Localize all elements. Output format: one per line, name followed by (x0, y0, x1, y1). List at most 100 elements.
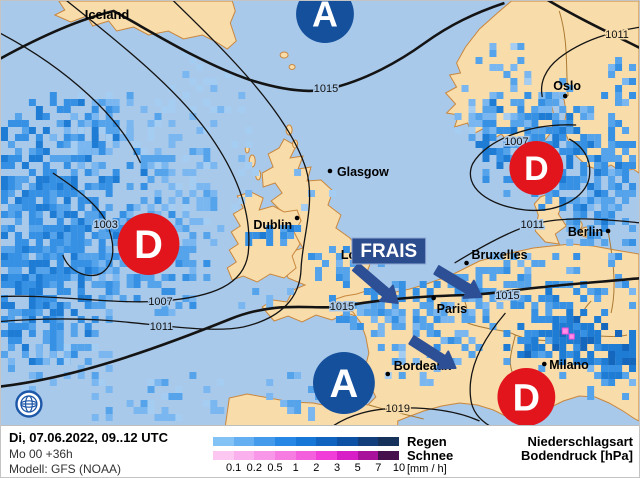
precip-cell (105, 309, 113, 316)
precip-cell (168, 393, 176, 400)
precip-cell (35, 239, 43, 246)
precip-cell (7, 344, 15, 351)
precip-cell (622, 281, 630, 288)
precip-cell (98, 225, 106, 232)
precip-cell (126, 134, 134, 141)
precip-cell (91, 232, 99, 239)
precip-cell (84, 295, 92, 302)
precip-cell (154, 169, 162, 176)
precip-cell (510, 295, 518, 302)
precip-cell (482, 316, 490, 323)
precip-cell (489, 295, 497, 302)
precip-cell (126, 183, 134, 190)
precip-cell (622, 176, 630, 183)
legend-tick: 1 (292, 462, 299, 474)
precip-cell (580, 162, 588, 169)
precip-cell (363, 309, 371, 316)
precip-cell (524, 295, 532, 302)
precip-cell (49, 253, 57, 260)
precip-cell (112, 176, 120, 183)
isobar-label-1011: 1011 (605, 29, 629, 41)
precip-cell (1, 295, 8, 302)
precip-cell (559, 197, 567, 204)
precip-cell (63, 155, 71, 162)
precip-cell (35, 134, 43, 141)
precip-cell (398, 358, 406, 365)
precip-cell (615, 365, 623, 372)
precip-cell (629, 351, 637, 358)
precip-cell (1, 260, 8, 267)
precip-cell (608, 204, 616, 211)
isobar-label-1015: 1015 (495, 290, 519, 302)
precip-cell (77, 260, 85, 267)
precip-cell (105, 386, 113, 393)
precip-cell (210, 204, 218, 211)
precip-cell (503, 113, 511, 120)
precip-cell (28, 386, 36, 393)
legend-tick: 5 (354, 462, 361, 474)
precip-cell (538, 99, 546, 106)
precip-cell (566, 309, 574, 316)
precip-cell (210, 85, 218, 92)
precip-cell (98, 351, 106, 358)
precip-cell (168, 211, 176, 218)
precip-cell (28, 218, 36, 225)
precip-cell (77, 225, 85, 232)
precip-cell (91, 414, 99, 421)
precip-cell (475, 267, 483, 274)
precip-cell (594, 232, 602, 239)
precip-cell (531, 134, 539, 141)
precip-cell (531, 316, 539, 323)
precip-cell (112, 134, 120, 141)
precip-cell (391, 281, 399, 288)
precip-cell (56, 274, 64, 281)
precip-cell (552, 92, 560, 99)
precip-cell (503, 344, 511, 351)
precip-cell (147, 386, 155, 393)
precip-cell (112, 253, 120, 260)
precip-cell (342, 274, 350, 281)
precip-cell (482, 288, 490, 295)
precip-cell (524, 113, 532, 120)
precip-cell (238, 106, 246, 113)
precip-cell (56, 358, 64, 365)
precip-cell (545, 288, 553, 295)
precip-cell (482, 148, 490, 155)
precip-cell (266, 302, 274, 309)
precip-cell (426, 323, 434, 330)
precip-cell (1, 330, 8, 337)
precip-cell (287, 372, 295, 379)
precip-cell (475, 302, 483, 309)
precip-cell (98, 274, 106, 281)
precip-cell (482, 134, 490, 141)
pressure-centers: A D D A D (117, 1, 564, 426)
precip-cell (615, 351, 623, 358)
precip-cell (259, 232, 267, 239)
precip-cell (14, 239, 22, 246)
precip-cell (168, 106, 176, 113)
precip-cell (419, 379, 427, 386)
precip-cell (615, 358, 623, 365)
precip-cell (98, 246, 106, 253)
precip-cell (461, 274, 469, 281)
precip-cell (7, 316, 15, 323)
precip-cell (573, 351, 581, 358)
precip-cell (580, 295, 588, 302)
precip-cell (559, 323, 567, 330)
precip-cell (440, 302, 448, 309)
precip-cell (489, 127, 497, 134)
precip-cell (315, 253, 322, 260)
precip-cell (14, 204, 22, 211)
precip-cell (1, 274, 8, 281)
precip-cell (7, 281, 15, 288)
precip-cell (196, 64, 204, 71)
precip-cell (119, 211, 127, 218)
precip-cell (210, 197, 218, 204)
precip-cell (615, 344, 623, 351)
precip-cell (63, 197, 71, 204)
precip-cell (49, 274, 57, 281)
precip-cell (510, 302, 518, 309)
precip-cell (133, 141, 141, 148)
precip-cell (531, 337, 539, 344)
precip-cell (42, 162, 50, 169)
